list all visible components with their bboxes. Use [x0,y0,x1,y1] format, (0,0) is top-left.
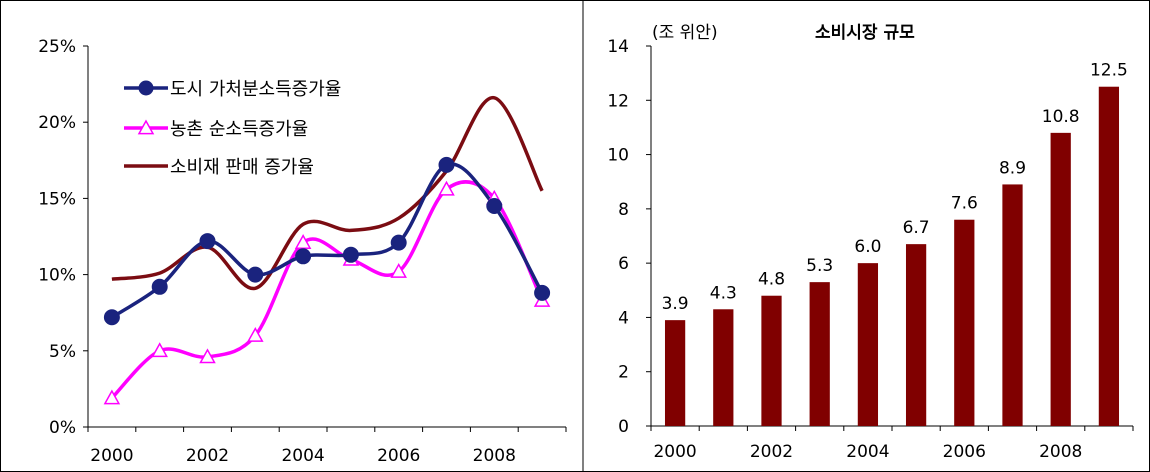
data-point-series-1 [151,278,168,295]
bar [1050,132,1071,426]
right-x-tick-label: 2004 [846,442,889,462]
left-x-tick-label: 2004 [281,446,324,466]
right-y-tick-label: 10 [607,146,629,166]
data-point-series-2 [151,342,168,358]
consumer-market-chart: (조 위안) 소비시장 규모 0 2 4 6 8 10 12 14 2000 2002 2004 20… [607,23,1134,462]
data-point-series-1 [438,156,455,173]
left-x-tick-label: 2002 [186,446,229,466]
bar [857,263,879,426]
right-chart-title: 소비시장 규모 [815,23,915,43]
left-y-tick-label: 15% [38,189,76,209]
right-y-tick-label: 0 [618,417,629,437]
data-point-series-1 [534,284,551,301]
growth-rate-chart: 0% 5% 10% 15% 20% 25% 2000 2002 2004 2006 2008 도시 … [38,37,567,466]
left-series-group [103,96,551,405]
legend-marker-1 [138,80,154,96]
left-x-tick-label: 2000 [90,446,133,466]
bar-value-label: 4.8 [758,270,785,290]
right-x-tick-label: 2002 [750,442,793,462]
data-point-series-1 [295,248,312,265]
bar-value-label: 4.3 [710,283,737,303]
bar [761,295,782,426]
right-unit-label: (조 위안) [652,23,718,43]
left-y-tick-label: 0% [49,418,76,438]
series-line-1 [110,162,544,319]
right-y-tick-label: 12 [607,91,629,111]
legend-label-3: 소비재 판매 증가율 [170,157,314,178]
right-y-tick-label: 4 [618,308,629,328]
right-bar-group: 3.9 4.3 4.8 5.3 6.0 6.7 7.6 8.9 10.8 12.5 [662,61,1128,426]
right-y-tick-label: 8 [618,200,629,220]
data-point-series-1 [247,266,264,283]
data-point-series-1 [390,234,407,251]
left-y-tick-label: 10% [38,266,76,286]
data-point-series-2 [294,234,312,249]
left-y-tick-label: 25% [38,37,76,57]
bar [1098,86,1120,426]
data-point-series-2 [247,327,264,342]
legend-marker-2 [137,119,155,135]
bar [809,282,830,426]
data-point-series-1 [486,198,503,215]
bar [664,320,686,426]
right-x-tick-label: 2000 [653,442,696,462]
left-y-tick-label: 5% [49,342,76,362]
bar-value-label: 6.7 [903,218,930,238]
left-x-tick-label: 2008 [473,446,516,466]
right-axis-group: 0 2 4 6 8 10 12 14 2000 2002 2004 2006 2008 [607,37,1134,462]
bar [954,219,975,426]
bar-value-label: 3.9 [662,294,689,314]
right-x-tick-label: 2006 [943,442,986,462]
data-point-series-2 [199,348,216,364]
left-y-tick-label: 20% [38,113,76,133]
data-point-series-1 [199,233,216,250]
bar-value-label: 10.8 [1042,107,1080,127]
legend-label-2: 농촌 순소득증가율 [170,119,308,140]
bar-value-label: 5.3 [806,256,833,276]
bar [713,309,734,426]
left-x-tick-label: 2006 [377,446,420,466]
right-y-tick-label: 14 [607,37,629,57]
data-point-series-1 [103,309,120,326]
bar [905,244,927,426]
bar-value-label: 8.9 [999,158,1026,178]
bar-value-label: 12.5 [1090,61,1128,81]
right-x-tick-label: 2008 [1039,442,1082,462]
right-y-tick-label: 2 [618,363,629,383]
legend-label-1: 도시 가처분소득증가율 [170,79,341,100]
data-point-series-2 [103,389,121,405]
data-point-series-2 [438,180,455,196]
bar-value-label: 7.6 [951,194,978,214]
bar [1002,184,1023,426]
left-axis-group: 0% 5% 10% 15% 20% 25% 2000 2002 2004 2006 2008 [38,37,567,466]
data-point-series-2 [390,263,407,278]
bar-value-label: 6.0 [854,237,881,257]
data-point-series-1 [342,246,359,263]
right-y-tick-label: 6 [618,254,629,274]
